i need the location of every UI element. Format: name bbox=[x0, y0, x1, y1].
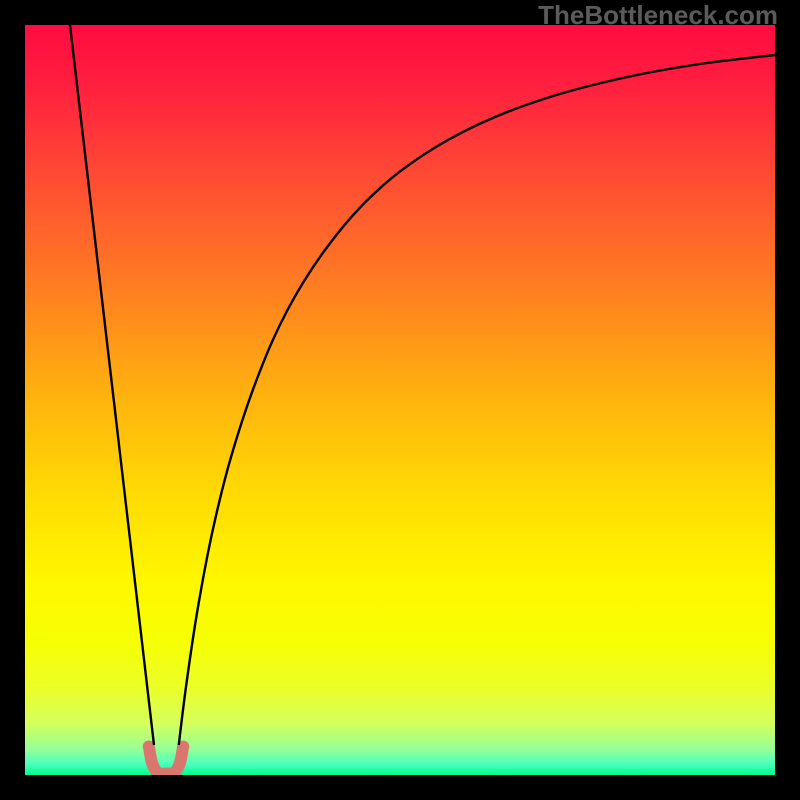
frame-border-left bbox=[0, 0, 25, 800]
plot-area bbox=[25, 25, 775, 775]
curve-left-branch bbox=[70, 25, 154, 745]
notch-marker bbox=[149, 747, 184, 774]
chart-frame: TheBottleneck.com bbox=[0, 0, 800, 800]
curve-right-branch bbox=[179, 55, 775, 745]
frame-border-bottom bbox=[0, 775, 800, 800]
frame-border-right bbox=[775, 0, 800, 800]
curve-svg-layer bbox=[25, 25, 775, 775]
watermark-label: TheBottleneck.com bbox=[538, 0, 778, 31]
